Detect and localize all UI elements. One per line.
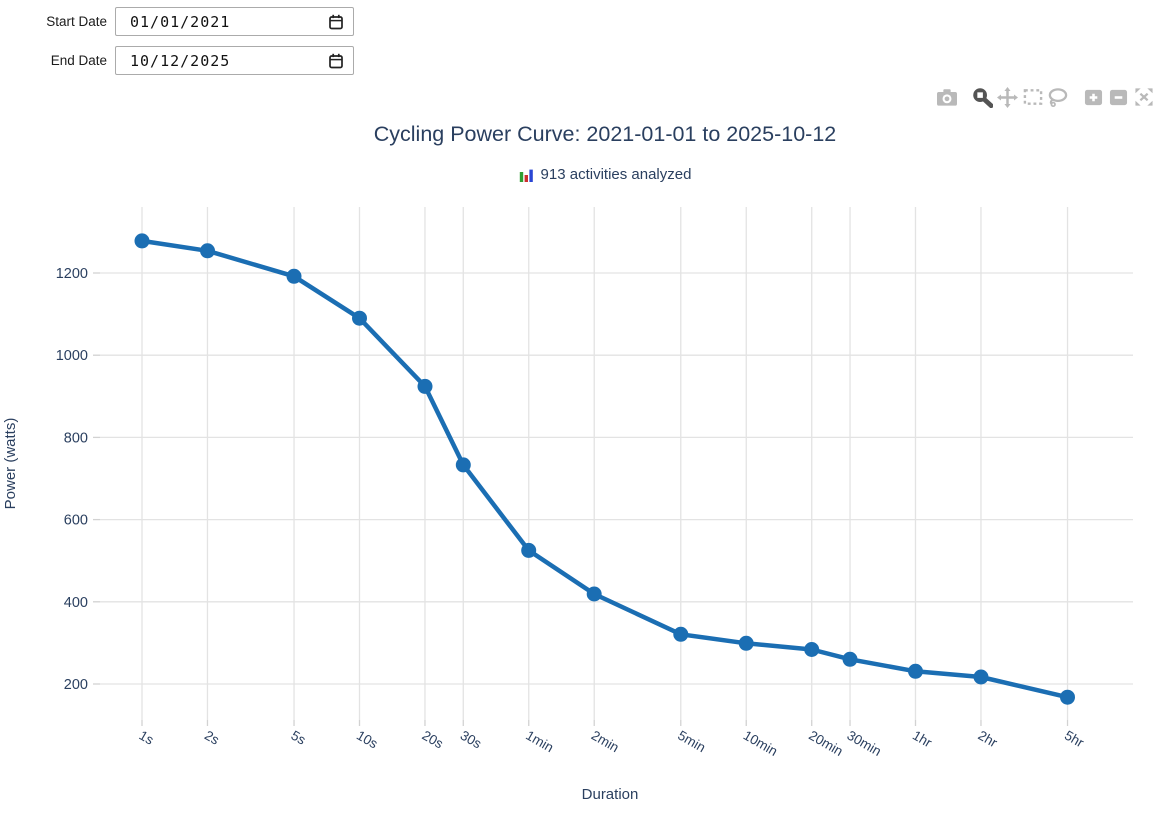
date-controls: Start Date 01/01/2021 End Date 10/12/202… bbox=[0, 7, 354, 85]
lasso-select-icon bbox=[1048, 87, 1068, 107]
svg-text:30s: 30s bbox=[458, 728, 485, 752]
start-date-input[interactable]: 01/01/2021 bbox=[115, 7, 354, 36]
chart-title: Cycling Power Curve: 2021-01-01 to 2025-… bbox=[373, 122, 837, 146]
zoom-icon bbox=[973, 87, 993, 108]
end-date-row: End Date 10/12/2025 bbox=[0, 46, 354, 75]
svg-text:2hr: 2hr bbox=[975, 728, 1000, 751]
zoom-mode-button[interactable] bbox=[970, 86, 995, 108]
end-date-label: End Date bbox=[50, 53, 107, 68]
svg-text:2s: 2s bbox=[202, 728, 222, 748]
svg-text:1200: 1200 bbox=[56, 266, 88, 282]
svg-text:5min: 5min bbox=[675, 728, 708, 756]
svg-text:Power (watts): Power (watts) bbox=[2, 418, 19, 510]
autoscale-button[interactable] bbox=[1131, 86, 1156, 108]
svg-text:10min: 10min bbox=[741, 728, 780, 759]
svg-text:5s: 5s bbox=[289, 728, 309, 748]
zoom-in-button[interactable] bbox=[1081, 86, 1106, 108]
svg-text:1000: 1000 bbox=[56, 348, 88, 364]
chart-subtitle: 913 activities analyzed bbox=[22, 166, 1166, 183]
pan-mode-button[interactable] bbox=[995, 86, 1020, 108]
calendar-icon[interactable] bbox=[328, 14, 344, 30]
svg-text:600: 600 bbox=[64, 513, 88, 529]
zoom-out-icon bbox=[1109, 89, 1128, 105]
start-date-value: 01/01/2021 bbox=[130, 12, 231, 31]
svg-text:1hr: 1hr bbox=[910, 728, 935, 751]
modebar-group-export bbox=[934, 86, 959, 108]
bar-chart-icon bbox=[519, 169, 533, 182]
svg-text:20min: 20min bbox=[806, 728, 845, 759]
zoom-out-button[interactable] bbox=[1106, 86, 1131, 108]
svg-text:30min: 30min bbox=[845, 728, 884, 759]
svg-text:200: 200 bbox=[64, 677, 88, 693]
svg-text:800: 800 bbox=[64, 430, 88, 446]
svg-text:1min: 1min bbox=[523, 728, 556, 756]
svg-text:Duration: Duration bbox=[582, 786, 639, 803]
box-select-icon bbox=[1023, 89, 1042, 105]
end-date-input[interactable]: 10/12/2025 bbox=[115, 46, 354, 75]
start-date-row: Start Date 01/01/2021 bbox=[0, 7, 354, 36]
zoom-in-icon bbox=[1084, 89, 1103, 105]
pan-icon bbox=[997, 86, 1018, 108]
svg-text:2min: 2min bbox=[589, 728, 622, 756]
modebar-group-zoom bbox=[1081, 86, 1156, 108]
modebar-group-dragmode bbox=[970, 86, 1070, 108]
box-select-button[interactable] bbox=[1020, 86, 1045, 108]
svg-text:20s: 20s bbox=[419, 728, 446, 752]
start-date-label: Start Date bbox=[46, 14, 107, 29]
svg-text:10s: 10s bbox=[354, 728, 381, 752]
modebar bbox=[934, 86, 1156, 108]
svg-text:5hr: 5hr bbox=[1062, 728, 1087, 751]
end-date-value: 10/12/2025 bbox=[130, 51, 231, 70]
svg-text:400: 400 bbox=[64, 595, 88, 611]
autoscale-icon bbox=[1134, 88, 1153, 106]
subtitle-text: 913 activities analyzed bbox=[540, 166, 692, 183]
svg-text:1s: 1s bbox=[137, 728, 157, 748]
download-plot-button[interactable] bbox=[934, 86, 959, 108]
lasso-select-button[interactable] bbox=[1045, 86, 1070, 108]
camera-icon bbox=[936, 89, 957, 106]
calendar-icon[interactable] bbox=[328, 53, 344, 69]
